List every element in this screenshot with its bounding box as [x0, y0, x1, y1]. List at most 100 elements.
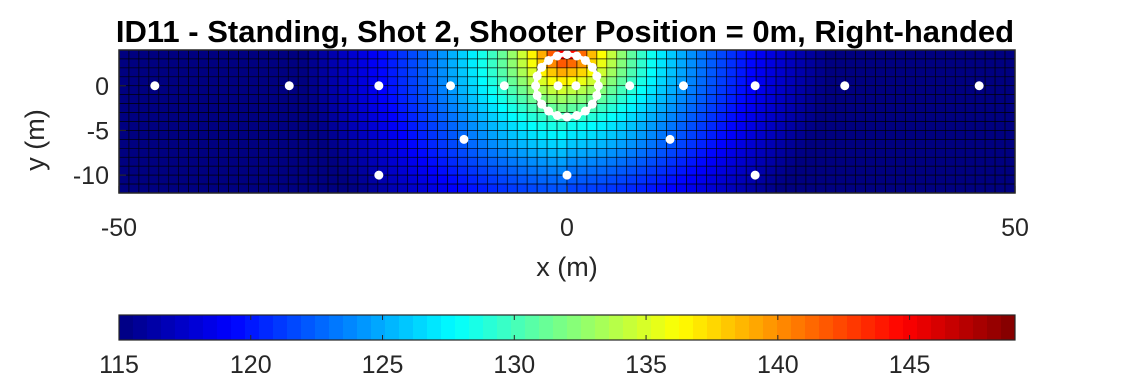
shooter-ring-marker — [544, 106, 554, 116]
heatmap-cell — [616, 58, 628, 69]
heatmap-cell — [1004, 112, 1016, 122]
heatmap-cell — [168, 165, 180, 176]
heatmap-cell — [477, 165, 488, 176]
heatmap-cell — [626, 67, 637, 78]
heatmap-cell — [885, 76, 896, 87]
heatmap-cell — [268, 156, 279, 167]
heatmap-cell — [676, 156, 687, 167]
heatmap-cell — [307, 183, 319, 194]
heatmap-cell — [198, 103, 209, 113]
heatmap-cell — [656, 183, 667, 194]
heatmap-cell — [447, 67, 458, 78]
heatmap-cell — [765, 130, 777, 140]
heatmap-cell — [775, 94, 787, 104]
heatmap-cell — [974, 58, 986, 69]
colorbar-segment — [357, 315, 372, 340]
heatmap-cell — [397, 183, 409, 194]
heatmap-cell — [855, 130, 866, 140]
heatmap-cell — [258, 121, 269, 131]
heatmap-cell — [616, 156, 628, 167]
heatmap-cell — [467, 174, 478, 185]
heatmap-cell — [188, 94, 199, 104]
heatmap-cell — [994, 58, 1006, 69]
heatmap-cell — [895, 112, 906, 122]
sensor-point — [374, 170, 384, 180]
y-tick-label: 0 — [95, 73, 109, 101]
heatmap-cell — [875, 121, 886, 131]
heatmap-cell — [218, 121, 229, 131]
heatmap-cell — [158, 130, 170, 140]
heatmap-cell — [228, 148, 239, 158]
heatmap-cell — [467, 58, 478, 69]
heatmap-cell — [337, 103, 349, 113]
heatmap-cell — [487, 112, 498, 122]
heatmap-cell — [875, 103, 886, 113]
heatmap-cell — [297, 139, 309, 149]
heatmap-cell — [945, 49, 956, 60]
heatmap-cell — [785, 58, 797, 69]
heatmap-cell — [118, 174, 130, 185]
heatmap-cell — [546, 67, 558, 78]
heatmap-cell — [138, 67, 150, 78]
colorbar-segment — [119, 315, 134, 340]
heatmap-cell — [447, 148, 458, 158]
heatmap-cell — [606, 58, 618, 69]
heatmap-cell — [417, 121, 428, 131]
heatmap-cell — [646, 174, 657, 185]
heatmap-cell — [656, 148, 667, 158]
heatmap-cell — [377, 58, 389, 69]
heatmap-cell — [666, 112, 677, 122]
heatmap-cell — [297, 130, 309, 140]
heatmap-cell — [347, 183, 359, 194]
sensor-point — [499, 81, 509, 91]
heatmap-cell — [696, 112, 707, 122]
shooter-ring-marker — [580, 106, 590, 116]
heatmap-cell — [626, 112, 637, 122]
heatmap-cell — [735, 148, 747, 158]
heatmap-cell — [954, 174, 966, 185]
heatmap-cell — [287, 58, 299, 69]
heatmap-cell — [347, 49, 359, 60]
heatmap-cell — [287, 183, 299, 194]
heatmap-cell — [118, 76, 130, 87]
heatmap-cell — [735, 67, 747, 78]
heatmap-cell — [268, 148, 279, 158]
heatmap-cell — [497, 183, 508, 194]
heatmap-cell — [307, 156, 319, 167]
heatmap-cell — [148, 103, 160, 113]
heatmap-cell — [208, 58, 219, 69]
heatmap-cell — [427, 183, 438, 194]
heatmap-cell — [696, 174, 707, 185]
heatmap-cell — [516, 49, 528, 60]
heatmap-cell — [277, 103, 289, 113]
heatmap-cell — [546, 165, 558, 176]
heatmap-cell — [875, 156, 886, 167]
heatmap-cell — [407, 67, 418, 78]
heatmap-cell — [905, 165, 916, 176]
shooter-ring-marker — [552, 111, 562, 120]
heatmap-cell — [218, 130, 229, 140]
heatmap-cell — [775, 67, 787, 78]
heatmap-cell — [815, 139, 827, 149]
heatmap-cell — [248, 183, 259, 194]
heatmap-cell — [258, 139, 269, 149]
heatmap-cell — [198, 183, 209, 194]
heatmap-cell — [676, 94, 687, 104]
heatmap-cell — [994, 103, 1006, 113]
heatmap-cell — [805, 156, 817, 167]
heatmap-cell — [536, 174, 548, 185]
heatmap-cell — [735, 76, 747, 87]
heatmap-cell — [387, 85, 399, 95]
heatmap-cell — [845, 130, 857, 140]
heatmap-cell — [427, 112, 438, 122]
colorbar-segment — [1001, 315, 1016, 340]
heatmap-cell — [994, 85, 1006, 95]
x-tick-label: 0 — [560, 214, 574, 242]
heatmap-cell — [925, 103, 936, 113]
heatmap-cell — [268, 76, 279, 87]
heatmap-cell — [716, 121, 727, 131]
heatmap-cell — [218, 148, 229, 158]
heatmap-cell — [954, 103, 966, 113]
heatmap-cell — [248, 165, 259, 176]
heatmap-cell — [885, 165, 896, 176]
